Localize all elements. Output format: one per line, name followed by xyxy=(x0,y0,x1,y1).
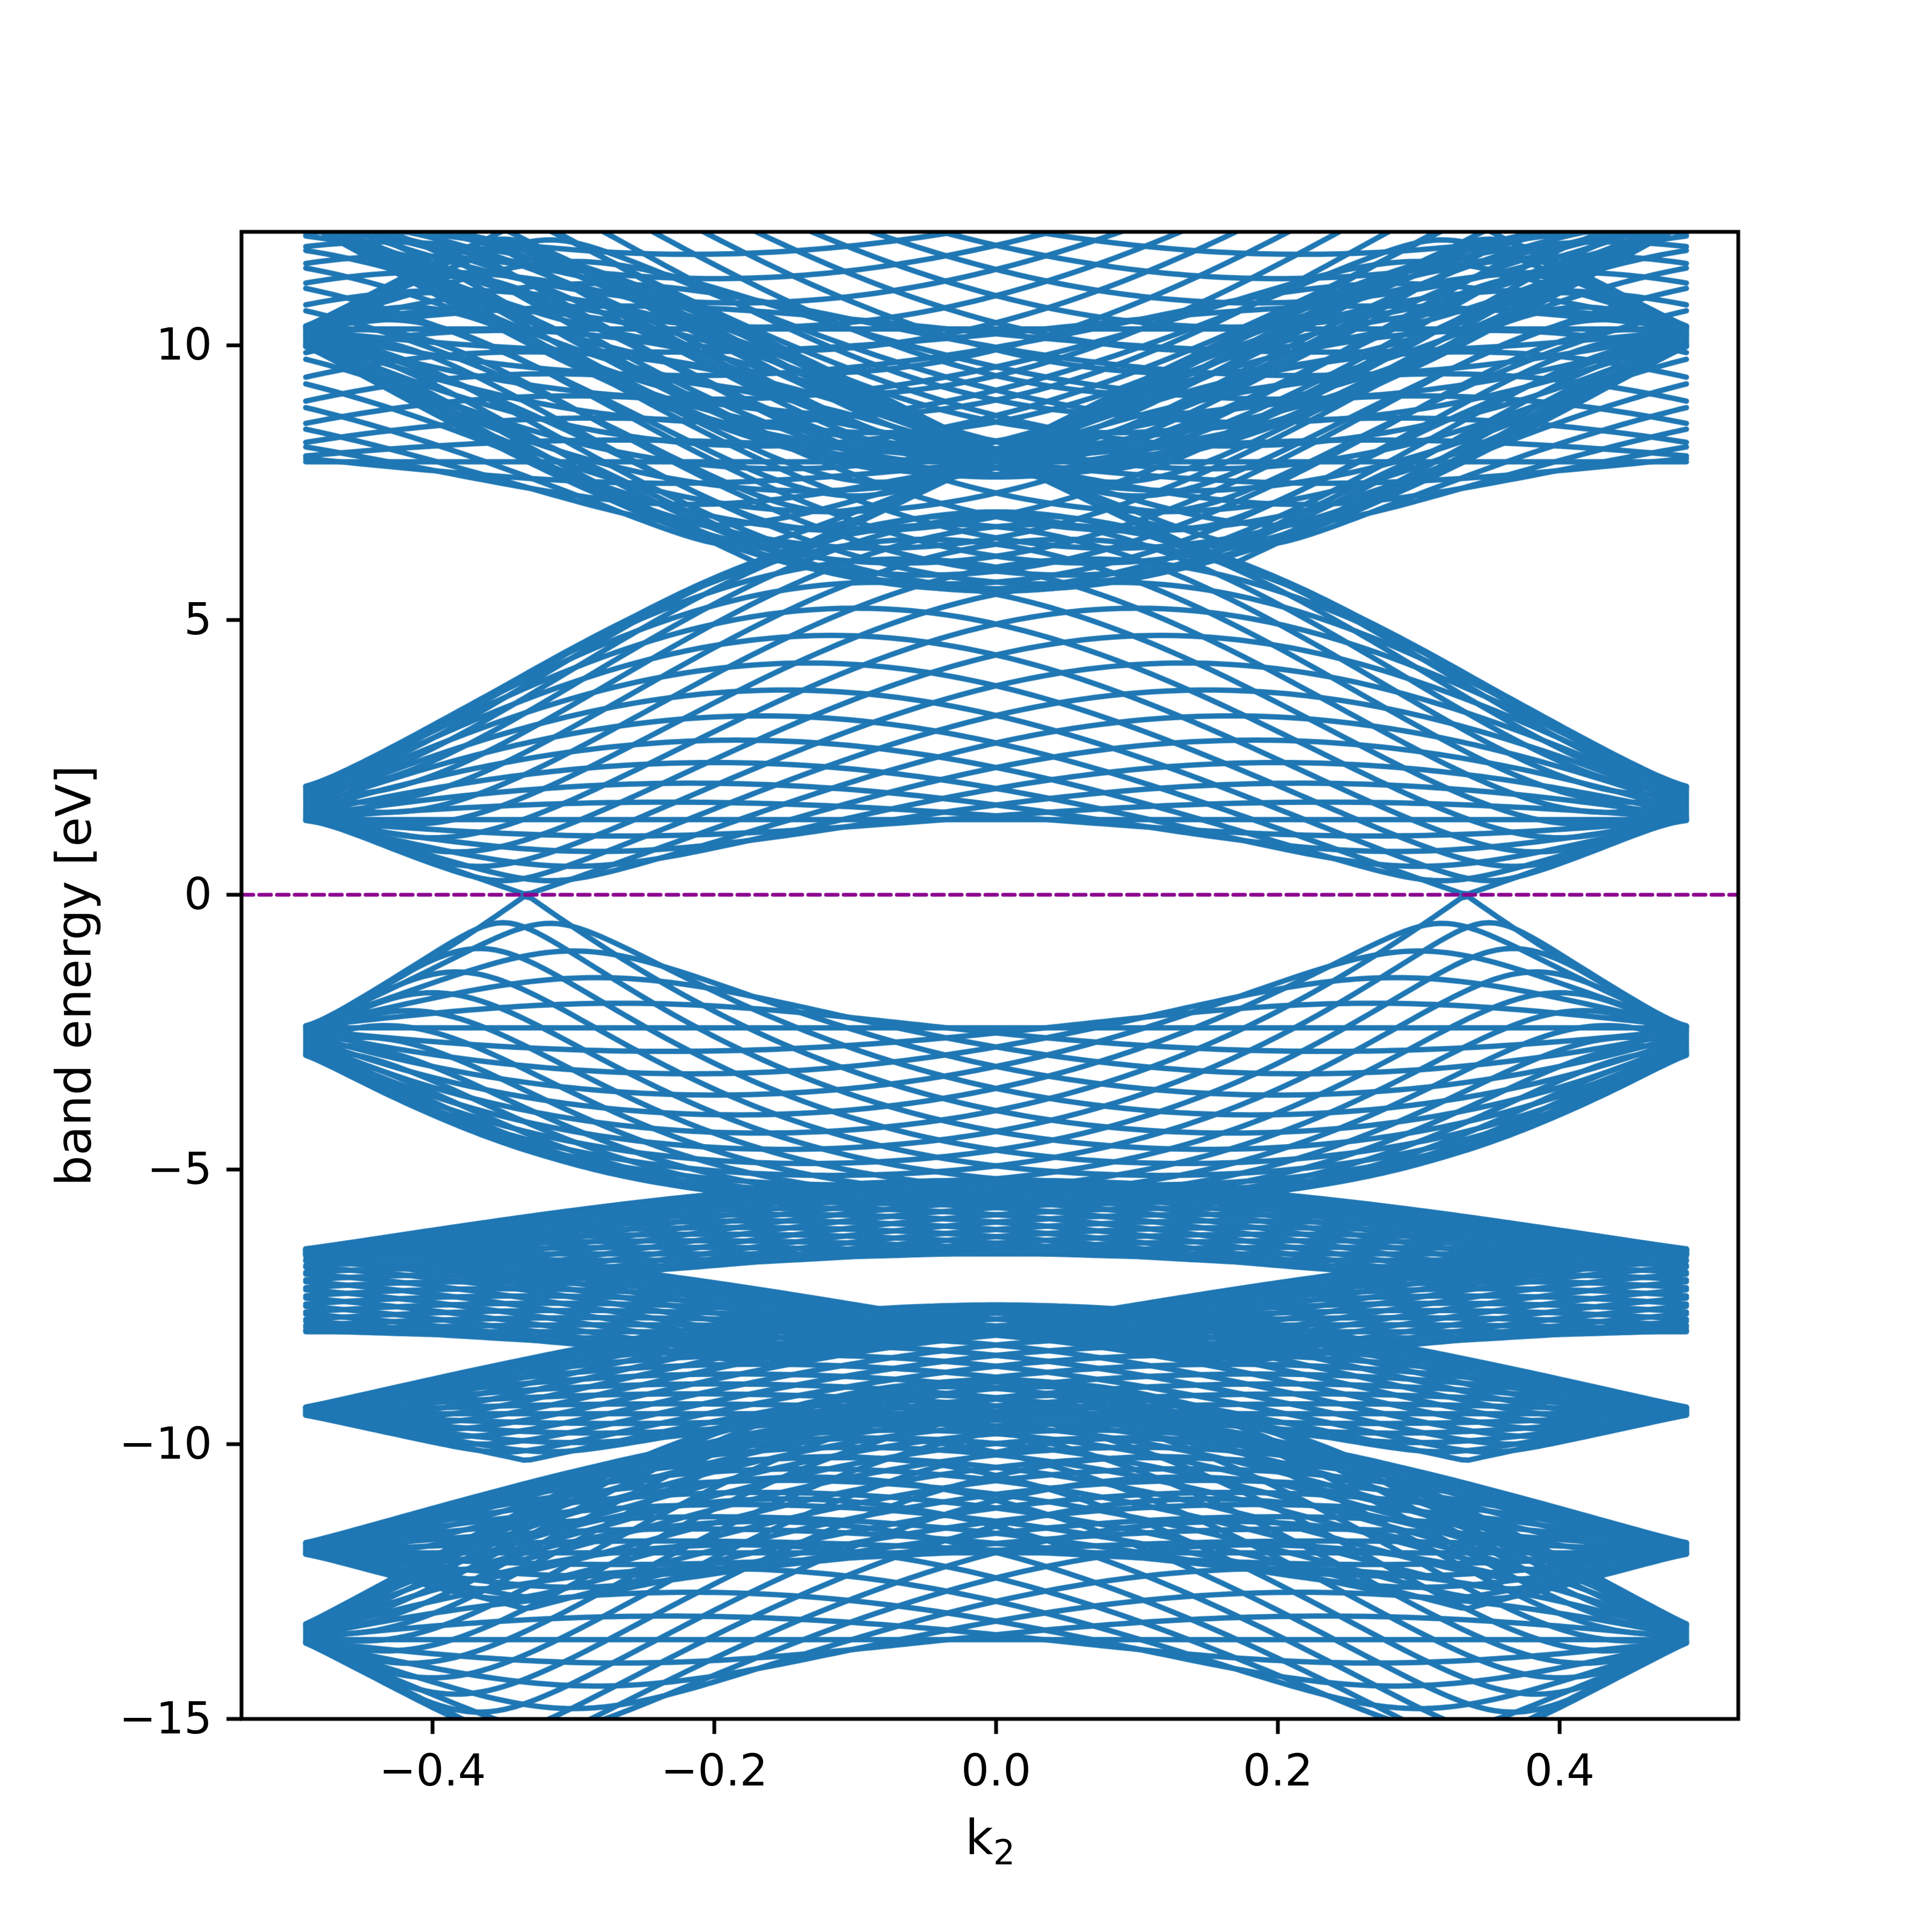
x-tick-label: 0.0 xyxy=(961,1745,1031,1796)
x-axis-label-base: k xyxy=(965,1810,993,1866)
y-tick-label: 5 xyxy=(184,594,212,646)
x-tick-label: −0.2 xyxy=(661,1745,768,1796)
y-tick-label: −15 xyxy=(119,1693,212,1744)
x-tick-label: −0.4 xyxy=(379,1745,486,1796)
y-tick-label: 0 xyxy=(184,869,212,920)
x-axis-label-subscript: 2 xyxy=(993,1833,1015,1873)
y-tick-label: −10 xyxy=(119,1418,212,1470)
y-tick-label: 10 xyxy=(156,319,212,371)
x-tick-label: 0.4 xyxy=(1524,1745,1595,1796)
y-axis-label: band energy [eV] xyxy=(46,765,103,1187)
y-tick-label: −5 xyxy=(147,1144,212,1195)
x-tick-label: 0.2 xyxy=(1242,1745,1313,1796)
x-axis-label: k2 xyxy=(965,1810,1015,1873)
